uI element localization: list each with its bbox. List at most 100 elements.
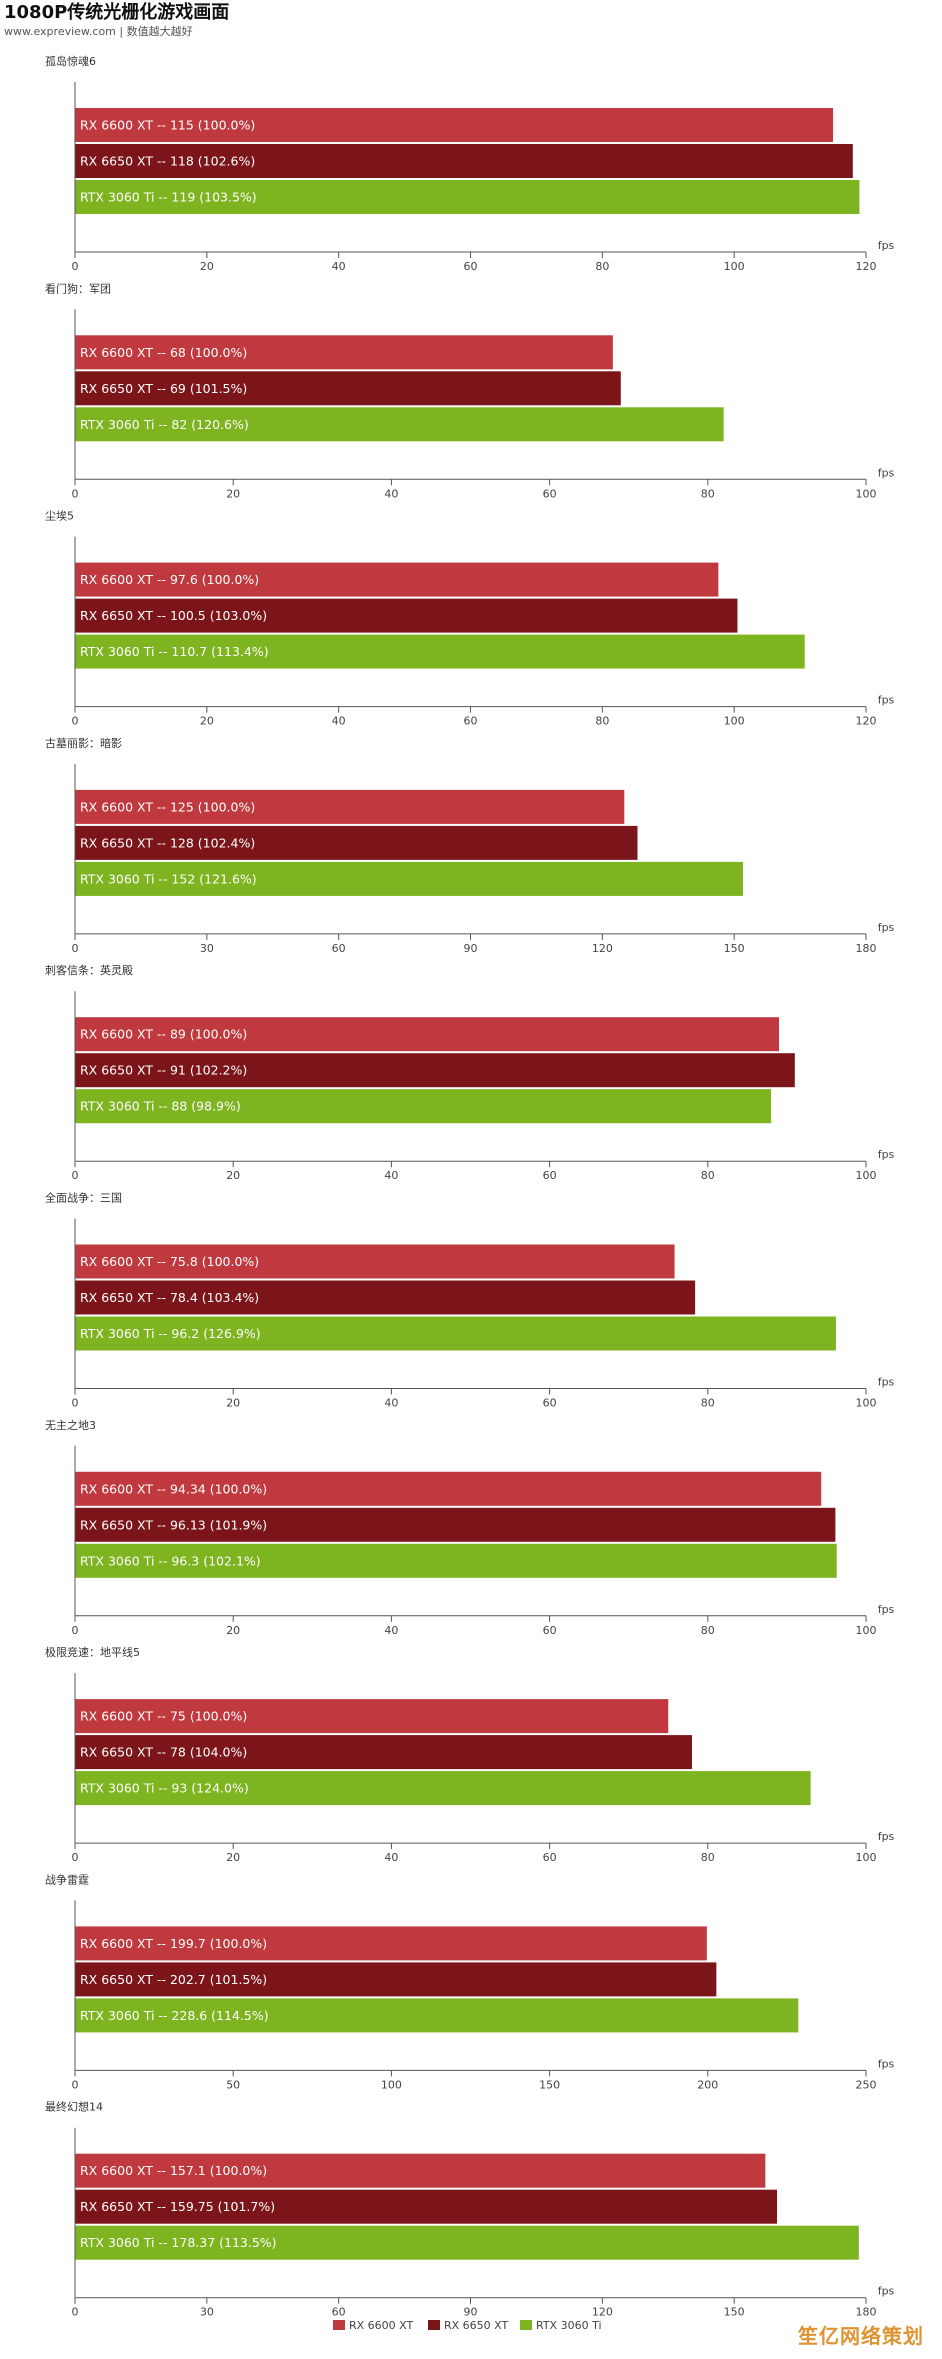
chart-title: 极限竞速：地平线5 [45,1645,140,1659]
bar-data-label: RX 6600 XT -- 94.34 (100.0%) [80,1481,267,1496]
axis-unit-label: fps [878,239,895,252]
bar-data-label: RTX 3060 Ti -- 96.3 (102.1%) [80,1553,261,1568]
x-tick-label: 0 [72,2306,79,2319]
x-tick-label: 80 [701,487,715,500]
x-tick-label: 20 [226,1624,240,1637]
x-tick-label: 80 [701,1169,715,1182]
chart-title: 刺客信条：英灵殿 [45,963,133,977]
bar [75,2189,778,2224]
x-tick-label: 50 [226,2078,240,2091]
x-tick-label: 80 [595,260,609,273]
x-tick-label: 100 [856,1851,877,1864]
x-tick-label: 120 [592,942,613,955]
bar [75,2225,859,2260]
chart-title: 尘埃5 [45,509,74,523]
x-tick-label: 60 [332,942,346,955]
bar-data-label: RX 6600 XT -- 75.8 (100.0%) [80,1254,259,1269]
axis-unit-label: fps [878,466,895,479]
bar [75,1089,772,1124]
legend-label[interactable]: RX 6600 XT [349,2319,414,2332]
legend-swatch [333,2320,345,2330]
x-tick-label: 40 [384,1397,398,1410]
chart-title: 孤岛惊魂6 [45,54,96,68]
bar-data-label: RX 6600 XT -- 199.7 (100.0%) [80,1936,267,1951]
bar-data-label: RTX 3060 Ti -- 93 (124.0%) [80,1781,249,1796]
x-tick-label: 80 [701,1624,715,1637]
x-tick-label: 20 [200,715,214,728]
bar-data-label: RX 6650 XT -- 100.5 (103.0%) [80,608,267,623]
bar [75,598,738,633]
chart-title: 最终幻想14 [45,2100,103,2114]
x-tick-label: 60 [543,1851,557,1864]
bar-data-label: RTX 3060 Ti -- 178.37 (113.5%) [80,2235,277,2250]
x-tick-label: 100 [724,715,745,728]
x-tick-label: 150 [724,2306,745,2319]
x-tick-label: 180 [856,942,877,955]
bar-data-label: RTX 3060 Ti -- 82 (120.6%) [80,417,249,432]
x-tick-label: 100 [724,260,745,273]
legend-label[interactable]: RX 6650 XT [444,2319,509,2332]
bar [75,371,621,406]
bar-data-label: RX 6600 XT -- 157.1 (100.0%) [80,2163,267,2178]
x-tick-label: 100 [856,487,877,500]
x-tick-label: 40 [332,260,346,273]
bar [75,825,638,860]
chart-title: 古墓丽影：暗影 [45,736,122,750]
x-tick-label: 0 [72,2078,79,2091]
axis-unit-label: fps [878,1603,895,1616]
x-tick-label: 250 [856,2078,877,2091]
x-tick-label: 120 [592,2306,613,2319]
bar [75,108,834,142]
x-tick-label: 90 [464,2306,478,2319]
x-tick-label: 0 [72,260,79,273]
bar [75,1507,836,1542]
bar [75,1053,795,1088]
x-tick-label: 40 [384,487,398,500]
x-tick-label: 0 [72,942,79,955]
legend-swatch [520,2320,532,2330]
axis-unit-label: fps [878,921,895,934]
x-tick-label: 60 [543,1624,557,1637]
axis-unit-label: fps [878,1830,895,1843]
bar-data-label: RTX 3060 Ti -- 110.7 (113.4%) [80,644,269,659]
bar [75,2153,766,2188]
bar [75,180,860,214]
bar-data-label: RTX 3060 Ti -- 228.6 (114.5%) [80,2008,269,2023]
bar-data-label: RX 6600 XT -- 125 (100.0%) [80,799,255,814]
page-title: 1080P传统光栅化游戏画面 [4,2,230,23]
x-tick-label: 100 [856,1169,877,1182]
page-header: 1080P传统光栅化游戏画面 www.expreview.com | 数值越大越… [4,2,229,40]
bar-data-label: RX 6650 XT -- 96.13 (101.9%) [80,1517,267,1532]
x-tick-label: 0 [72,1169,79,1182]
chart-title: 无主之地3 [45,1418,96,1432]
bar-data-label: RX 6650 XT -- 118 (102.6%) [80,154,255,169]
x-tick-label: 120 [856,715,877,728]
x-tick-label: 30 [200,2306,214,2319]
chart-title: 战争雷霆 [45,1872,89,1886]
bar-data-label: RX 6650 XT -- 128 (102.4%) [80,835,255,850]
x-tick-label: 0 [72,1397,79,1410]
legend-swatch [428,2320,440,2330]
bar [75,1998,799,2033]
bar [75,1735,692,1770]
axis-unit-label: fps [878,2057,895,2070]
x-tick-label: 120 [856,260,877,273]
bar-data-label: RX 6600 XT -- 97.6 (100.0%) [80,572,259,587]
bar-data-label: RX 6600 XT -- 68 (100.0%) [80,345,247,360]
x-tick-label: 40 [384,1624,398,1637]
bar-data-label: RX 6600 XT -- 115 (100.0%) [80,118,255,133]
x-tick-label: 20 [226,1851,240,1864]
bar [75,1316,836,1351]
bar-data-label: RX 6600 XT -- 75 (100.0%) [80,1709,247,1724]
legend-label[interactable]: RTX 3060 Ti [536,2319,602,2332]
bar-data-label: RX 6650 XT -- 78 (104.0%) [80,1745,247,1760]
bar-data-label: RX 6650 XT -- 91 (102.2%) [80,1063,247,1078]
bar [75,335,613,370]
x-tick-label: 30 [200,942,214,955]
chart-title: 全面战争：三国 [45,1191,122,1205]
bar [75,144,853,178]
x-tick-label: 60 [543,1397,557,1410]
bar-data-label: RX 6650 XT -- 159.75 (101.7%) [80,2199,275,2214]
bar [75,861,743,896]
